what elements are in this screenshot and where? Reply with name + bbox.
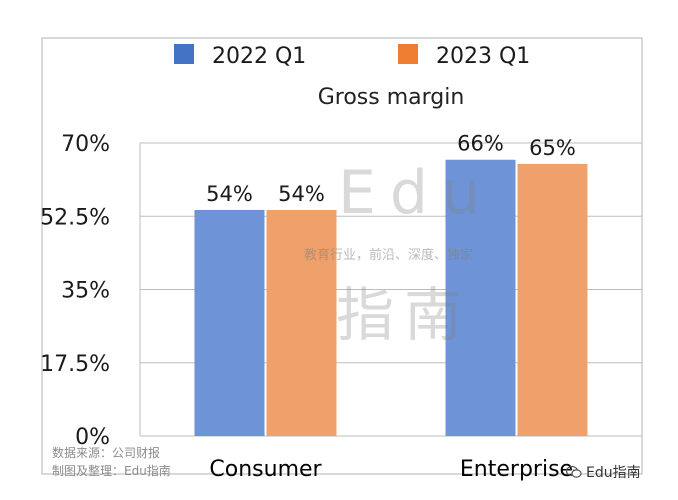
bar-value-label: 66% [457,132,504,156]
y-tick-label: 70% [61,132,110,157]
bar-labels: 54% 54% 66% 65% [206,132,576,206]
legend-label: 2023 Q1 [436,44,530,69]
bar [445,159,516,436]
legend-label: 2022 Q1 [212,44,306,69]
chart-credit-note: 制图及整理：Edu指南 [52,464,171,478]
x-tick-label: Enterprise [460,457,573,482]
bar [194,209,265,436]
chart-title: Gross margin [318,85,465,110]
y-tick-label: 35% [61,279,110,304]
bars [194,159,588,436]
bar-value-label: 54% [278,182,325,206]
wechat-account-tag: Edu指南 [566,462,641,482]
y-tick-label: 17.5% [40,352,110,377]
data-source-note: 数据来源：公司财报 [52,446,161,460]
legend: 2022 Q1 2023 Q1 [174,44,530,69]
bar [266,209,337,436]
bar-value-label: 65% [529,136,576,160]
bar [517,163,588,436]
bar-value-label: 54% [206,182,253,206]
y-axis-ticks: 0% 17.5% 35% 52.5% 70% [40,132,110,450]
y-tick-label: 52.5% [40,205,110,230]
x-axis-ticks: Consumer Enterprise [209,457,573,482]
legend-swatch [174,44,194,64]
y-tick-label: 0% [75,425,110,450]
wechat-icon [566,465,582,478]
wechat-account-name: Edu指南 [586,465,641,481]
legend-swatch [398,44,418,64]
x-tick-label: Consumer [209,457,322,482]
